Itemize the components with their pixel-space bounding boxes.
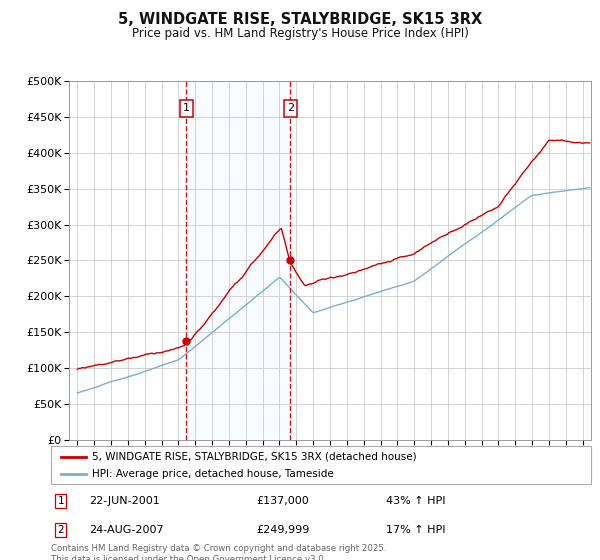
Text: £249,999: £249,999 bbox=[256, 525, 310, 535]
Text: Contains HM Land Registry data © Crown copyright and database right 2025.
This d: Contains HM Land Registry data © Crown c… bbox=[51, 544, 386, 560]
Text: 17% ↑ HPI: 17% ↑ HPI bbox=[386, 525, 445, 535]
Text: 1: 1 bbox=[183, 104, 190, 114]
Text: 2: 2 bbox=[58, 525, 64, 535]
Text: 5, WINDGATE RISE, STALYBRIDGE, SK15 3RX (detached house): 5, WINDGATE RISE, STALYBRIDGE, SK15 3RX … bbox=[91, 451, 416, 461]
Text: 43% ↑ HPI: 43% ↑ HPI bbox=[386, 496, 445, 506]
Text: 22-JUN-2001: 22-JUN-2001 bbox=[89, 496, 160, 506]
FancyBboxPatch shape bbox=[51, 446, 591, 484]
Text: 5, WINDGATE RISE, STALYBRIDGE, SK15 3RX: 5, WINDGATE RISE, STALYBRIDGE, SK15 3RX bbox=[118, 12, 482, 27]
Text: 24-AUG-2007: 24-AUG-2007 bbox=[89, 525, 163, 535]
Text: 1: 1 bbox=[58, 496, 64, 506]
Text: HPI: Average price, detached house, Tameside: HPI: Average price, detached house, Tame… bbox=[91, 469, 333, 479]
Bar bbox=[187, 81, 290, 440]
Text: 2: 2 bbox=[287, 104, 294, 114]
Text: Price paid vs. HM Land Registry's House Price Index (HPI): Price paid vs. HM Land Registry's House … bbox=[131, 27, 469, 40]
Text: £137,000: £137,000 bbox=[256, 496, 309, 506]
